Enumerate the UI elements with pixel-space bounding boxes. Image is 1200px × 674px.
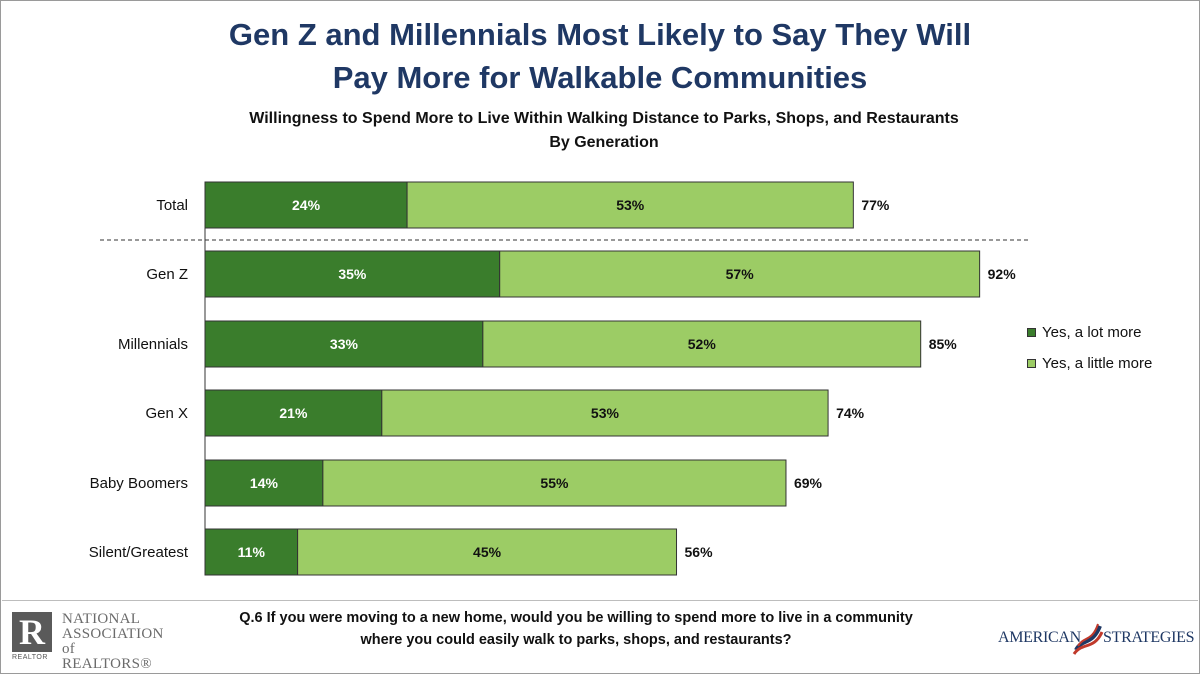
category-label-silent-greatest: Silent/Greatest [89,544,189,561]
nar-logo-line-3: REALTORS® [62,656,152,672]
legend-item-a-lot-more: Yes, a lot more [1027,322,1152,342]
chart-subtitle-line-1: Willingness to Spend More to Live Within… [249,110,959,127]
chart-title-line-2: Pay More for Walkable Communities [332,60,868,95]
legend-item-a-little-more: Yes, a little more [1027,353,1152,373]
data-label-silent-greatest-series-1: 11% [238,544,266,560]
nar-logo-caption: REALTOR [12,654,48,661]
total-label-gen-x: 74% [836,405,865,421]
category-label-baby-boomers: Baby Boomers [90,475,188,492]
survey-question-line-1: Q.6 If you were moving to a new home, wo… [239,610,913,626]
bar-silent-greatest-series-2 [297,528,678,576]
total-label-gen-z: 92% [988,266,1017,282]
category-label-millennials: Millennials [118,336,188,353]
data-label-gen-x-series-1: 21% [279,405,308,421]
bar-millennials-series-1 [204,320,484,368]
american-strategies-logo: AMERICAN STRATEGIES [998,620,1195,660]
chart-subtitle-line-2: By Generation [549,134,659,151]
data-label-millennials-series-2: 52% [688,336,717,352]
data-label-total-series-2: 53% [616,197,645,213]
survey-question-line-2: where you could easily walk to parks, sh… [360,632,792,648]
as-logo-left-word: AMERICAN [998,629,1081,646]
bar-total-series-2 [406,181,854,229]
bar-gen-x-series-2 [381,389,829,437]
bar-silent-greatest-series-1 [204,528,299,576]
bar-baby-boomers-series-1 [204,459,324,507]
stacked-bar-chart: Total 24% 53% 77% Gen Z 35% 57% 92% Millennials 3… [89,181,1030,576]
legend-swatch-a-lot-more [1027,327,1036,337]
data-label-gen-z-series-2: 57% [726,266,755,282]
data-label-millennials-series-1: 33% [330,336,359,352]
data-label-gen-x-series-2: 53% [591,405,620,421]
nar-logo: R REALTOR NATIONAL ASSOCIATION of REALTO… [12,612,172,672]
chart-legend: Yes, a lot more Yes, a little more [1027,322,1152,384]
data-label-silent-greatest-series-2: 45% [473,544,502,560]
nar-logo-mark: R [12,612,52,652]
nar-logo-line-2: ASSOCIATION of [62,626,164,657]
total-label-baby-boomers: 69% [794,475,823,491]
bar-millennials-series-2 [482,320,922,368]
total-label-silent-greatest: 56% [685,544,714,560]
flag-swoosh-icon [1072,623,1104,655]
bar-baby-boomers-series-2 [322,459,787,507]
category-label-gen-x: Gen X [145,405,188,422]
as-logo-right-word: STRATEGIES [1103,629,1195,646]
chart-title-line-1: Gen Z and Millennials Most Likely to Say… [228,17,972,52]
bar-gen-z-series-2 [499,250,981,298]
bar-gen-x-series-1 [204,389,383,437]
total-label-total: 77% [861,197,890,213]
total-label-millennials: 85% [929,336,958,352]
data-label-baby-boomers-series-2: 55% [540,475,569,491]
legend-swatch-a-little-more [1027,358,1036,368]
data-label-total-series-1: 24% [292,197,321,213]
data-label-baby-boomers-series-1: 14% [250,475,279,491]
nar-logo-line-1: NATIONAL [62,611,141,627]
nar-logo-r: R [19,612,45,652]
legend-label-a-lot-more: Yes, a lot more [1042,323,1142,341]
nar-logo-text: NATIONAL ASSOCIATION of REALTORS® [62,612,172,672]
legend-label-a-little-more: Yes, a little more [1042,354,1153,372]
data-label-gen-z-series-1: 35% [338,266,367,282]
category-label-gen-z: Gen Z [146,266,188,283]
category-label-total: Total [156,197,188,214]
footer-divider [2,600,1198,601]
